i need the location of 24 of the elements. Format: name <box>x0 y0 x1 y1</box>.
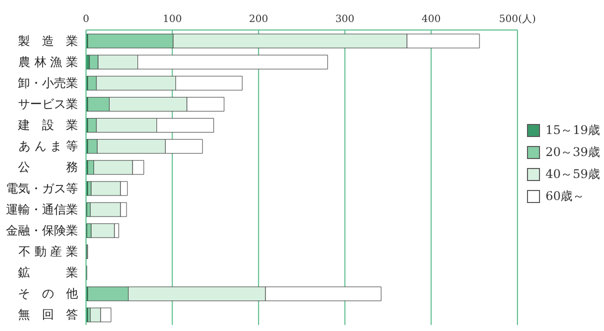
y-tick-label: 電気・ガス等 <box>6 181 78 196</box>
y-tick-label: 不 動 産 業 <box>18 244 78 259</box>
y-tick-label: 農 林 漁 業 <box>18 54 78 69</box>
x-tick-label: 200 <box>249 14 268 25</box>
y-tick-label: 公 務 <box>18 160 78 174</box>
legend-label: 40～59歳 <box>545 166 600 182</box>
y-tick-label: サービス業 <box>18 97 78 112</box>
y-tick-label: 無 回 答 <box>18 308 78 322</box>
y-tick-label: 鉱 業 <box>18 266 78 280</box>
y-tick-label: 建 設 業 <box>17 118 78 132</box>
y-tick-label: 運輸・通信業 <box>6 202 78 216</box>
x-tick-label: 400 <box>422 14 441 25</box>
x-tick-label: 100 <box>162 14 182 25</box>
legend-label: 15～19歳 <box>545 122 600 138</box>
x-tick-label: 300 <box>335 14 354 25</box>
y-tick-label: 金融・保険業 <box>6 223 78 238</box>
y-tick-label: そ の 他 <box>18 286 78 301</box>
x-tick-label: 500(人) <box>499 14 536 25</box>
text: 60歳～ <box>545 188 585 204</box>
y-tick-label: 卸・小売業 <box>18 76 78 90</box>
x-tick-label: 0 <box>82 14 90 25</box>
y-tick-label: あ ん ま 等 <box>18 139 78 154</box>
legend-label: 20～39歳 <box>545 144 600 160</box>
y-tick-label: 製 造 業 <box>18 34 78 48</box>
